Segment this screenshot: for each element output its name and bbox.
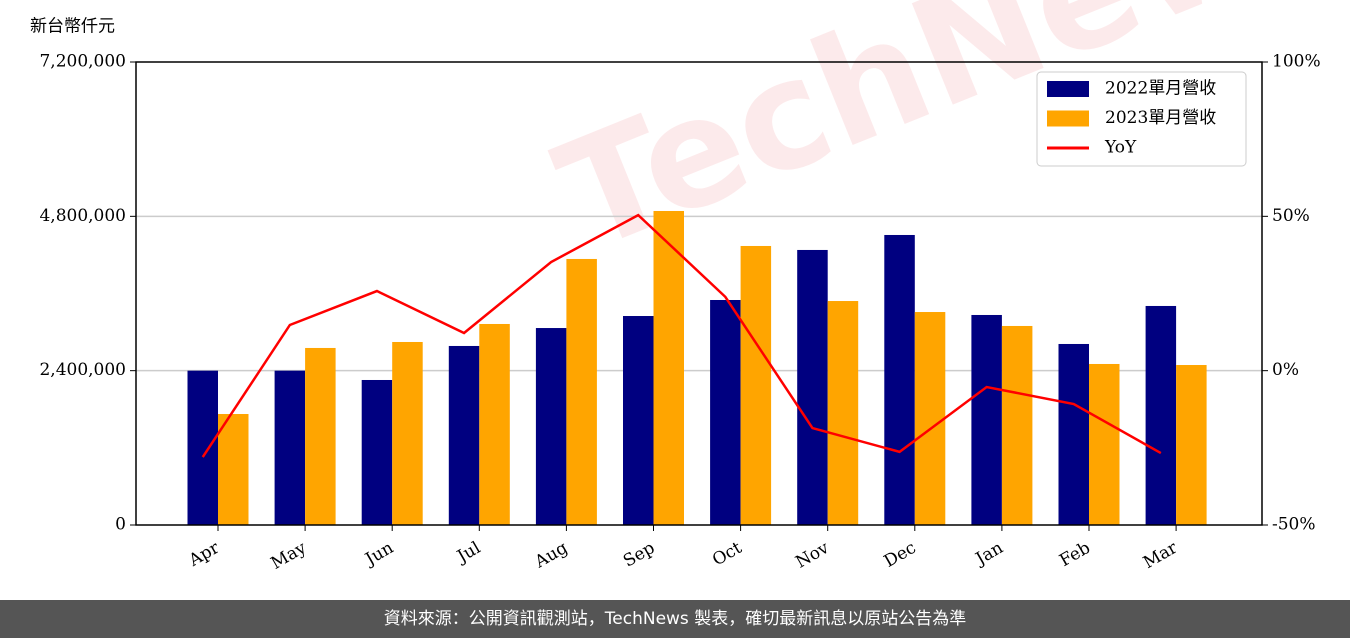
y-tick-label: 2,400,000 xyxy=(39,360,126,380)
bar xyxy=(218,414,249,525)
legend-box xyxy=(1036,71,1247,167)
y-axis-title: 新台幣仟元 xyxy=(30,17,115,37)
legend-label: 2023單月營收 xyxy=(1105,108,1216,128)
x-tick-label: May xyxy=(268,538,311,574)
y-tick-label: 0 xyxy=(115,515,126,535)
legend-swatch xyxy=(1047,81,1089,97)
bar xyxy=(361,379,393,525)
y2-tick-label: 50% xyxy=(1272,206,1310,226)
bar xyxy=(392,341,423,525)
x-tick-label: Apr xyxy=(185,537,224,571)
legend-label: 2022單月營收 xyxy=(1105,79,1216,99)
x-tick-label: Dec xyxy=(881,538,920,572)
bar xyxy=(827,301,859,525)
bar xyxy=(566,258,597,525)
bar xyxy=(1145,305,1177,525)
legend-label: YoY xyxy=(1104,138,1137,158)
y2-tick-label: 0% xyxy=(1272,360,1299,380)
x-tick-label: Feb xyxy=(1056,538,1094,571)
y2-tick-label: 100% xyxy=(1272,52,1321,72)
bar xyxy=(305,347,336,525)
x-tick-label: Mar xyxy=(1140,537,1182,573)
y2-tick-label: -50% xyxy=(1272,515,1316,535)
bar xyxy=(623,316,654,525)
bar xyxy=(740,245,772,525)
bar xyxy=(971,314,1002,525)
x-tick-label: Jun xyxy=(360,538,397,571)
bar xyxy=(1089,363,1120,525)
plot-frame xyxy=(135,61,1263,526)
y-tick-label: 4,800,000 xyxy=(39,206,126,226)
x-tick-label: Oct xyxy=(709,538,745,571)
bar xyxy=(710,299,741,525)
bar xyxy=(535,328,567,525)
bar xyxy=(797,249,828,525)
bar xyxy=(448,345,480,525)
bar xyxy=(187,370,218,525)
bar xyxy=(274,370,306,525)
bar xyxy=(1058,343,1089,525)
bar xyxy=(1176,365,1207,525)
x-tick-label: Jan xyxy=(971,538,1007,570)
bar xyxy=(1001,325,1033,525)
bar xyxy=(914,312,946,525)
x-tick-label: Jul xyxy=(452,538,484,568)
bar xyxy=(653,210,684,525)
bar xyxy=(884,234,915,526)
bar xyxy=(479,323,510,525)
footer-bar xyxy=(0,600,1350,638)
y-tick-label: 7,200,000 xyxy=(39,52,126,72)
x-tick-label: Nov xyxy=(792,538,832,573)
source-note: 資料來源：公開資訊觀測站，TechNews 製表，確切最新訊息以原站公告為準 xyxy=(384,609,966,629)
legend-swatch xyxy=(1047,110,1089,127)
x-tick-label: Aug xyxy=(531,538,572,573)
line xyxy=(201,213,1162,458)
x-tick-label: Sep xyxy=(620,538,658,572)
